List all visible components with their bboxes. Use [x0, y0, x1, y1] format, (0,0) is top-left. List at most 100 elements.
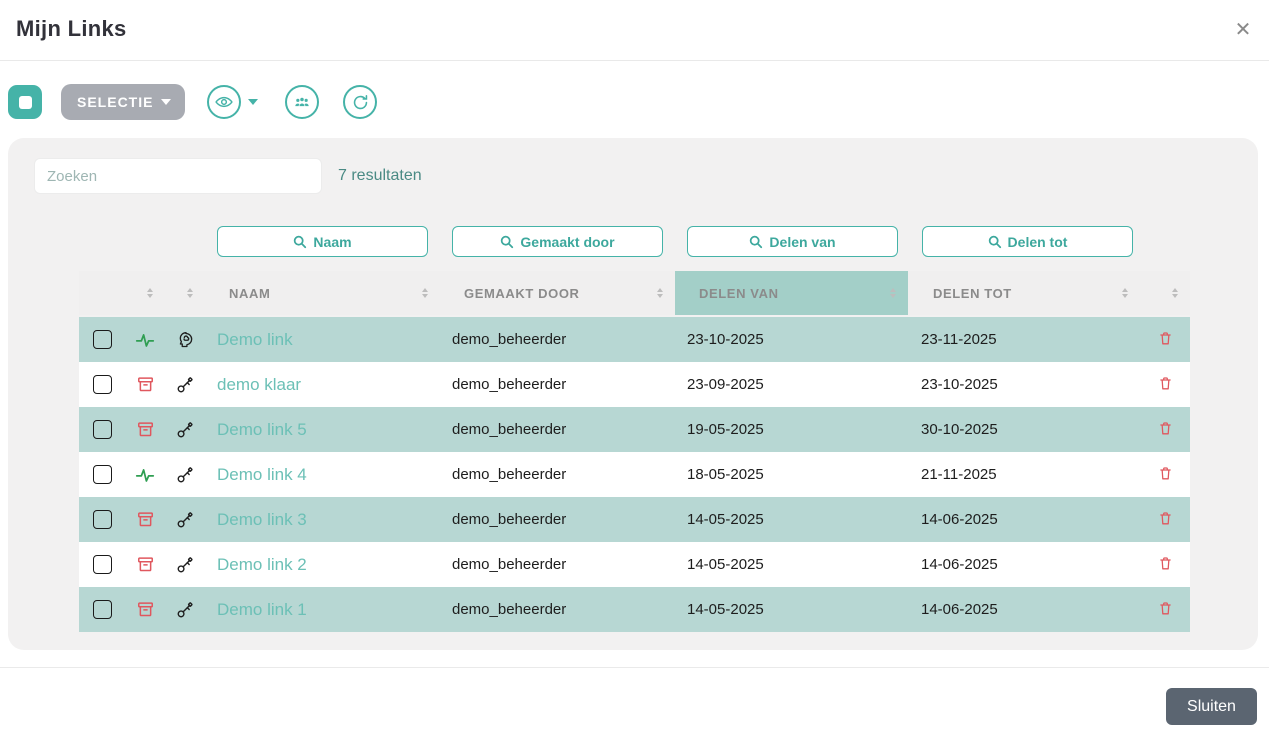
select-all-button[interactable]: [8, 85, 42, 119]
sort-arrows-icon: [890, 288, 896, 298]
head-brain-icon: [175, 330, 195, 350]
delete-button[interactable]: [1157, 375, 1174, 395]
key-icon: [175, 375, 195, 395]
row-checkbox[interactable]: [92, 600, 112, 619]
link-name[interactable]: Demo link 1: [217, 599, 307, 619]
table-body: Demo link demo_beheerder 23-10-2025 23-1…: [79, 317, 1190, 632]
close-button[interactable]: ✕: [1229, 16, 1257, 44]
header-delete-col[interactable]: [1140, 271, 1190, 315]
header-type-col[interactable]: [165, 271, 205, 315]
visibility-dropdown-button[interactable]: [207, 85, 259, 119]
sort-arrows-icon: [187, 288, 193, 298]
link-name[interactable]: Demo link 4: [217, 464, 307, 484]
sort-arrows-icon: [1122, 288, 1128, 298]
share-from-date: 14-05-2025: [687, 511, 764, 528]
created-by: demo_beheerder: [452, 601, 567, 618]
delete-button[interactable]: [1157, 555, 1174, 575]
delete-button[interactable]: [1157, 510, 1174, 530]
share-to-date: 30-10-2025: [921, 421, 998, 438]
search-icon: [294, 235, 307, 248]
trash-icon: [1157, 330, 1174, 350]
filter-delen-van-button[interactable]: Delen van: [687, 226, 898, 257]
row-checkbox[interactable]: [92, 465, 112, 484]
created-by: demo_beheerder: [452, 556, 567, 573]
trash-icon: [1157, 600, 1174, 620]
row-checkbox[interactable]: [92, 330, 112, 349]
header-delen-van[interactable]: DELEN VAN: [675, 271, 908, 315]
sort-arrows-icon: [147, 288, 153, 298]
delete-button[interactable]: [1157, 600, 1174, 620]
link-name[interactable]: Demo link 3: [217, 509, 307, 529]
table-row[interactable]: demo klaar demo_beheerder 23-09-2025 23-…: [79, 362, 1190, 407]
pulse-icon: [134, 464, 156, 486]
key-icon: [175, 510, 195, 530]
share-to-date: 23-10-2025: [921, 376, 998, 393]
share-to-date: 21-11-2025: [921, 466, 997, 483]
delete-button[interactable]: [1157, 330, 1174, 350]
sluiten-button[interactable]: Sluiten: [1166, 688, 1257, 725]
key-icon: [175, 600, 195, 620]
sort-arrows-icon: [1172, 288, 1178, 298]
share-from-date: 18-05-2025: [687, 466, 764, 483]
refresh-button[interactable]: [343, 85, 378, 119]
modal-header: Mijn Links ✕: [0, 0, 1269, 61]
selectie-label: SELECTIE: [77, 94, 154, 110]
trash-icon: [1157, 375, 1174, 395]
key-icon: [175, 420, 195, 440]
filter-delen-tot-button[interactable]: Delen tot: [922, 226, 1133, 257]
eye-icon: [207, 85, 242, 119]
groups-button[interactable]: [285, 85, 320, 119]
key-icon: [175, 465, 195, 485]
close-icon: ✕: [1234, 19, 1252, 41]
share-to-date: 14-06-2025: [921, 511, 998, 528]
search-input[interactable]: [34, 158, 322, 194]
archive-icon: [136, 375, 155, 394]
share-from-date: 14-05-2025: [687, 556, 764, 573]
delete-button[interactable]: [1157, 420, 1174, 440]
trash-icon: [1157, 555, 1174, 575]
sort-arrows-icon: [657, 288, 663, 298]
archive-icon: [136, 420, 155, 439]
share-from-date: 23-10-2025: [687, 331, 764, 348]
header-delen-tot[interactable]: DELEN TOT: [908, 271, 1140, 315]
header-status-col[interactable]: [125, 271, 165, 315]
link-name[interactable]: demo klaar: [217, 374, 302, 394]
filter-gemaakt-door-button[interactable]: Gemaakt door: [452, 226, 663, 257]
table-row[interactable]: Demo link 5 demo_beheerder 19-05-2025 30…: [79, 407, 1190, 452]
header-naam[interactable]: NAAM: [205, 271, 440, 315]
share-from-date: 19-05-2025: [687, 421, 764, 438]
toolbar: SELECTIE: [8, 83, 378, 121]
filter-row: Naam Gemaakt door Delen van Delen tot: [217, 226, 1133, 257]
row-checkbox[interactable]: [92, 555, 112, 574]
header-gemaakt-door[interactable]: GEMAAKT DOOR: [440, 271, 675, 315]
table-header: NAAM GEMAAKT DOOR DELEN VAN DELEN TOT: [79, 271, 1190, 315]
share-to-date: 23-11-2025: [921, 331, 997, 348]
share-to-date: 14-06-2025: [921, 556, 998, 573]
table-row[interactable]: Demo link 2 demo_beheerder 14-05-2025 14…: [79, 542, 1190, 587]
delete-button[interactable]: [1157, 465, 1174, 485]
link-name[interactable]: Demo link 2: [217, 554, 307, 574]
share-from-date: 23-09-2025: [687, 376, 764, 393]
key-icon: [175, 555, 195, 575]
link-name[interactable]: Demo link 5: [217, 419, 307, 439]
pulse-icon: [134, 329, 156, 351]
table-row[interactable]: Demo link 4 demo_beheerder 18-05-2025 21…: [79, 452, 1190, 497]
table-row[interactable]: Demo link 3 demo_beheerder 14-05-2025 14…: [79, 497, 1190, 542]
archive-icon: [136, 555, 155, 574]
created-by: demo_beheerder: [452, 511, 567, 528]
table-row[interactable]: Demo link 1 demo_beheerder 14-05-2025 14…: [79, 587, 1190, 632]
chevron-down-icon: [161, 99, 172, 105]
filter-naam-button[interactable]: Naam: [217, 226, 428, 257]
table-row[interactable]: Demo link demo_beheerder 23-10-2025 23-1…: [79, 317, 1190, 362]
page-title: Mijn Links: [16, 16, 127, 41]
square-icon: [18, 95, 32, 109]
selectie-dropdown-button[interactable]: SELECTIE: [61, 84, 186, 120]
row-checkbox[interactable]: [92, 375, 112, 394]
created-by: demo_beheerder: [452, 421, 567, 438]
header-checkbox-col: [79, 271, 125, 315]
row-checkbox[interactable]: [92, 420, 112, 439]
search-icon: [501, 235, 514, 248]
row-checkbox[interactable]: [92, 510, 112, 529]
link-name[interactable]: Demo link: [217, 329, 293, 349]
refresh-icon: [343, 85, 378, 119]
